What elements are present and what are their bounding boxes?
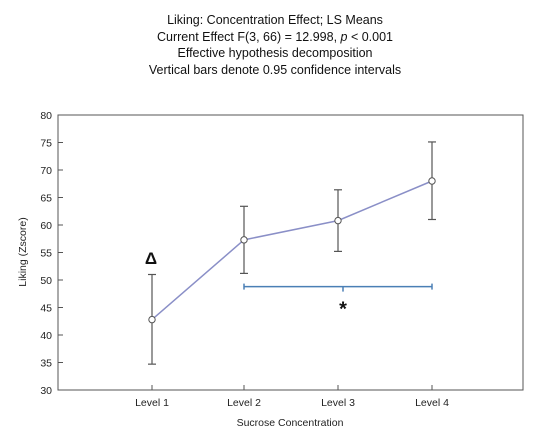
series-group: [148, 141, 436, 365]
y-tick-label: 35: [40, 358, 52, 370]
delta-annotation: Δ: [145, 249, 157, 268]
chart-effect-line: Current Effect F(3, 66) = 12.998, p < 0.…: [0, 29, 550, 46]
data-point: [148, 315, 156, 324]
y-tick-label: 70: [40, 165, 52, 177]
y-axis: 30 35 40 45 50 55 60 65 70 75 80: [40, 110, 63, 397]
data-point: [428, 177, 436, 185]
chart-title: Liking: Concentration Effect; LS Means: [167, 13, 383, 27]
series-line: [151, 180, 433, 321]
significance-star: *: [339, 299, 347, 321]
y-tick-label: 75: [40, 138, 52, 150]
y-tick-label: 80: [40, 110, 52, 122]
x-axis: Level 1 Level 2 Level 3 Level 4: [135, 385, 449, 409]
plot-frame: [57, 114, 524, 391]
y-tick-label: 60: [40, 220, 52, 232]
y-tick-label: 55: [40, 248, 52, 260]
y-tick-label: 45: [40, 303, 52, 315]
y-tick-label: 30: [40, 385, 52, 397]
data-point: [334, 216, 342, 225]
x-axis-label: Sucrose Concentration: [237, 417, 344, 429]
data-point: [240, 236, 248, 244]
effect-suffix: < 0.001: [347, 29, 394, 44]
chart-title-block: Liking: Concentration Effect; LS Means C…: [0, 12, 550, 78]
chart-decomposition-line: Effective hypothesis decomposition: [177, 46, 373, 60]
y-tick-label: 40: [40, 330, 52, 342]
x-tick-label: Level 3: [321, 397, 355, 409]
significance-bracket: [243, 283, 433, 292]
x-tick-label: Level 4: [415, 397, 449, 409]
x-tick-label: Level 1: [135, 397, 169, 409]
y-tick-label: 50: [40, 275, 52, 287]
y-tick-label: 65: [40, 193, 52, 205]
y-axis-label: Liking (Zscore): [17, 217, 29, 286]
x-tick-label: Level 2: [227, 397, 261, 409]
chart-ci-line: Vertical bars denote 0.95 confidence int…: [148, 62, 402, 77]
effect-p: p: [340, 29, 348, 44]
effect-prefix: Current Effect F(3, 66) = 12.998,: [156, 29, 341, 44]
